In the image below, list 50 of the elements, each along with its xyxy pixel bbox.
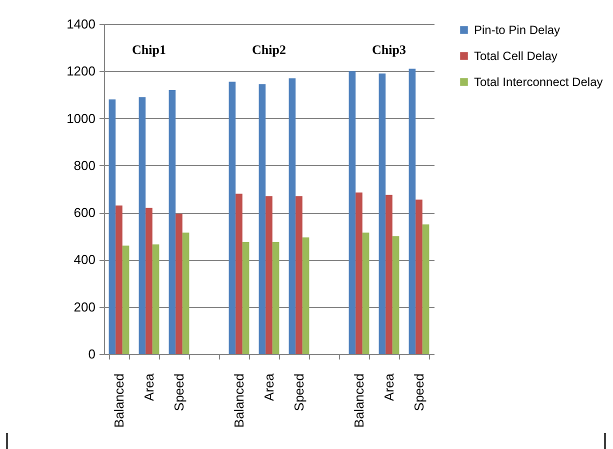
- bar: [422, 224, 430, 354]
- y-tick-label: 200: [74, 299, 96, 314]
- bar: [296, 196, 302, 354]
- bar: [416, 200, 422, 354]
- legend-label: Total Interconnect Delay: [474, 75, 603, 89]
- bar: [108, 99, 116, 354]
- bar: [356, 192, 362, 354]
- x-tick-label: Balanced: [352, 374, 366, 428]
- bar: [266, 196, 272, 354]
- bar: [176, 214, 182, 354]
- y-tick-label: 0: [88, 346, 96, 362]
- bar: [258, 84, 266, 354]
- x-tick-label: Area: [262, 372, 276, 401]
- bar: [362, 232, 370, 354]
- legend-label: Total Cell Delay: [474, 49, 558, 63]
- annotation: Chip1: [132, 42, 166, 57]
- y-tick-label: 600: [74, 205, 96, 220]
- y-tick-label: 1000: [66, 110, 96, 126]
- bar: [152, 244, 160, 354]
- x-tick-label: Speed: [412, 374, 426, 412]
- bar: [302, 237, 310, 354]
- bar: [272, 242, 280, 354]
- annotation: Chip2: [252, 42, 286, 57]
- x-tick-label: Balanced: [232, 374, 246, 428]
- y-tick-label: 800: [74, 158, 96, 173]
- legend-label: Pin-to Pin Delay: [474, 23, 560, 37]
- bar: [146, 208, 152, 354]
- bar: [116, 206, 122, 354]
- y-tick-label: 400: [74, 252, 96, 268]
- x-tick-label: Speed: [292, 374, 306, 412]
- bar: [378, 74, 386, 354]
- bar: [392, 236, 400, 354]
- bar: [236, 194, 242, 354]
- bar: [386, 194, 392, 354]
- bar: [168, 90, 176, 354]
- x-tick-label: Area: [382, 372, 396, 401]
- x-tick-label: Balanced: [112, 374, 126, 428]
- bar: [348, 71, 356, 354]
- bar: [408, 68, 416, 354]
- bar: [182, 232, 190, 354]
- x-tick-label: Speed: [172, 374, 186, 412]
- y-tick-label: 1400: [66, 16, 96, 32]
- bar: [228, 82, 236, 354]
- bar: [288, 78, 296, 354]
- y-tick-label: 1200: [66, 64, 96, 79]
- x-tick-label: Area: [142, 372, 156, 401]
- bar: [242, 242, 250, 354]
- bar: [122, 246, 130, 354]
- annotation: Chip3: [372, 42, 406, 57]
- bar: [138, 97, 146, 354]
